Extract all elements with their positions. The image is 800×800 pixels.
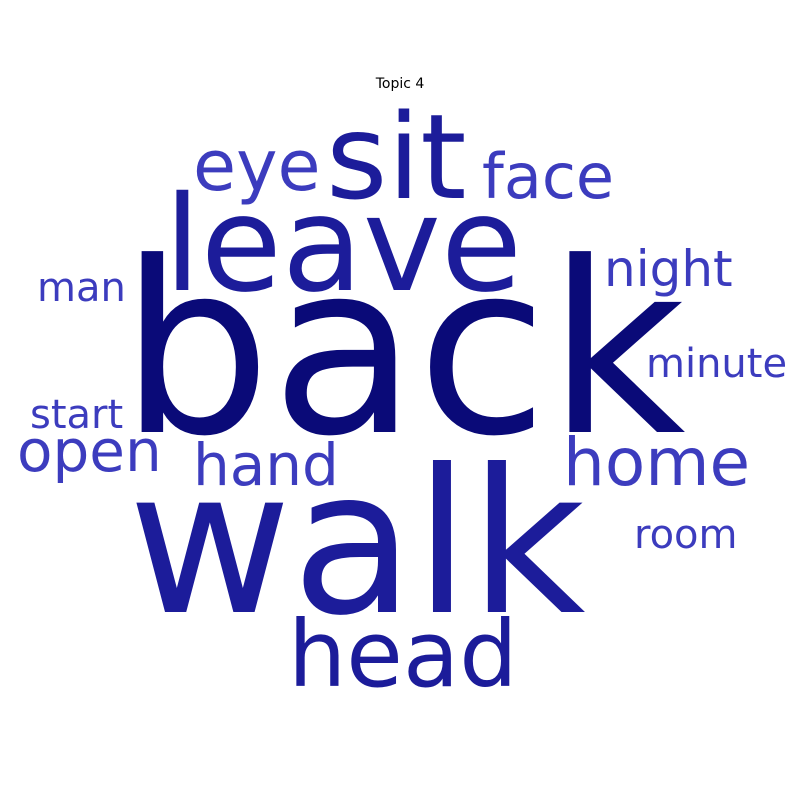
word-head: head [288, 601, 518, 708]
word-walk: walk [128, 427, 586, 660]
word-man: man [37, 265, 126, 311]
word-open: open [17, 417, 162, 485]
word-eye: eye [193, 125, 321, 207]
word-night: night [604, 240, 733, 298]
word-minute: minute [646, 341, 787, 387]
word-home: home [563, 424, 750, 501]
word-room: room [634, 512, 737, 558]
word-hand: hand [193, 431, 339, 499]
word-start: start [30, 392, 123, 438]
word-face: face [482, 140, 614, 213]
word-back: back [120, 212, 686, 489]
word-sit: sit [326, 88, 467, 226]
chart-title: Topic 4 [375, 76, 425, 92]
word-leave: leave [164, 168, 522, 322]
